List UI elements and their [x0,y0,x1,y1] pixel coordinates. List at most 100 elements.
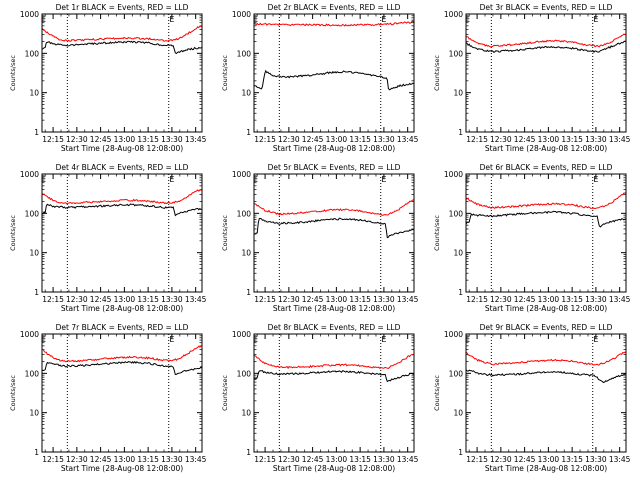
chart-title: Det 7r BLACK = Events, RED = LLD [56,323,189,332]
x-tick-label: 12:45 [90,135,112,144]
y-axis-label: Counts/sec [9,55,17,91]
y-axis-label: Counts/sec [433,375,441,411]
y-tick-label: 1 [246,128,251,137]
detector-chart-2: Det 2r BLACK = Events, RED = LLD 1 10 100 10… [221,3,419,153]
lld-series-line [41,188,203,205]
y-tick-label: 10 [453,249,463,258]
x-tick-label: 12:15 [254,295,276,304]
x-tick-label: 12:45 [514,295,536,304]
x-axis-label: Start Time (28-Aug-08 12:08:00) [61,144,183,153]
detector-chart-4: Det 4r BLACK = Events, RED = LLD 1 10 100 10… [9,163,207,313]
x-tick-label: 12:45 [514,455,536,464]
y-tick-label: 100 [25,209,40,218]
x-tick-label: 12:15 [466,135,488,144]
x-tick-label: 13:45 [397,295,419,304]
y-tick-label: 1 [458,128,463,137]
e-marker: E [593,15,598,24]
x-tick-label: 13:15 [561,295,583,304]
x-tick-label: 13:15 [561,135,583,144]
x-tick-label: 12:15 [254,135,276,144]
y-tick-label: 1 [458,288,463,297]
events-series-line [41,360,203,376]
lld-series-line [253,20,415,27]
x-tick-label: 13:30 [161,295,183,304]
e-marker: E [381,175,386,184]
x-tick-label: 12:45 [302,455,324,464]
e-marker: E [169,335,174,344]
x-tick-label: 13:30 [373,455,395,464]
x-tick-label: 12:15 [42,455,64,464]
e-marker: E [253,175,258,184]
x-axis-label: Start Time (28-Aug-08 12:08:00) [485,144,607,153]
plot-frame [41,173,203,293]
x-axis-label: Start Time (28-Aug-08 12:08:00) [61,464,183,473]
y-tick-label: 1000 [444,10,463,19]
plot-frame [41,13,203,133]
x-tick-label: 13:00 [538,455,560,464]
y-tick-label: 1000 [20,170,39,179]
y-tick-label: 1000 [232,170,251,179]
x-tick-label: 12:15 [42,135,64,144]
events-series-line [253,69,415,91]
x-tick-label: 13:00 [538,295,560,304]
x-tick-label: 13:45 [397,135,419,144]
x-tick-label: 13:45 [609,135,631,144]
detector-chart-6: Det 6r BLACK = Events, RED = LLD 1 10 100 10… [433,163,631,313]
x-tick-label: 13:00 [326,295,348,304]
y-axis-label: Counts/sec [433,215,441,251]
detector-chart-5: Det 5r BLACK = Events, RED = LLD 1 10 100 10… [221,163,419,313]
x-tick-label: 13:15 [561,455,583,464]
detector-chart-8: Det 8r BLACK = Events, RED = LLD 1 10 100 10… [221,323,419,473]
x-tick-label: 12:45 [90,295,112,304]
e-marker: E [169,175,174,184]
x-tick-label: 12:15 [466,455,488,464]
x-tick-label: 13:30 [585,455,607,464]
y-tick-label: 100 [449,49,464,58]
lld-series-line [465,33,627,48]
y-tick-label: 1000 [232,10,251,19]
x-axis-label: Start Time (28-Aug-08 12:08:00) [61,304,183,313]
x-tick-label: 12:30 [490,295,512,304]
e-marker: E [465,335,470,344]
y-tick-label: 10 [241,249,251,258]
chart-title: Det 6r BLACK = Events, RED = LLD [480,163,613,172]
events-series-line [41,40,203,55]
e-marker: E [465,15,470,24]
y-tick-label: 1 [246,288,251,297]
e-marker: E [593,335,598,344]
x-tick-label: 13:15 [349,295,371,304]
detector-chart-7: Det 7r BLACK = Events, RED = LLD 1 10 100 10… [9,323,207,473]
y-axis-label: Counts/sec [221,375,229,411]
y-tick-label: 10 [29,89,39,98]
detector-chart-9: Det 9r BLACK = Events, RED = LLD 1 10 100 10… [433,323,631,473]
x-tick-label: 13:45 [185,135,207,144]
x-tick-label: 12:30 [278,455,300,464]
x-tick-label: 12:30 [66,295,88,304]
plot-frame [465,13,627,133]
events-series-line [465,369,627,384]
x-tick-label: 13:30 [373,135,395,144]
x-tick-label: 12:15 [254,455,276,464]
lld-series-line [465,191,627,210]
x-tick-label: 12:30 [66,455,88,464]
x-tick-label: 13:15 [349,135,371,144]
e-marker: E [41,335,46,344]
x-tick-label: 12:15 [466,295,488,304]
y-tick-label: 1 [34,288,39,297]
x-tick-label: 13:15 [137,295,159,304]
e-marker: E [41,15,46,24]
x-tick-label: 13:15 [349,455,371,464]
chart-title: Det 8r BLACK = Events, RED = LLD [268,323,401,332]
plot-frame [465,333,627,453]
e-marker: E [381,15,386,24]
x-tick-label: 13:00 [538,135,560,144]
x-tick-label: 12:30 [66,135,88,144]
y-tick-label: 1 [34,128,39,137]
x-axis-label: Start Time (28-Aug-08 12:08:00) [273,144,395,153]
x-tick-label: 13:30 [585,135,607,144]
x-tick-label: 12:15 [42,295,64,304]
x-tick-label: 13:45 [609,295,631,304]
x-tick-label: 12:45 [90,455,112,464]
chart-title: Det 3r BLACK = Events, RED = LLD [480,3,613,12]
